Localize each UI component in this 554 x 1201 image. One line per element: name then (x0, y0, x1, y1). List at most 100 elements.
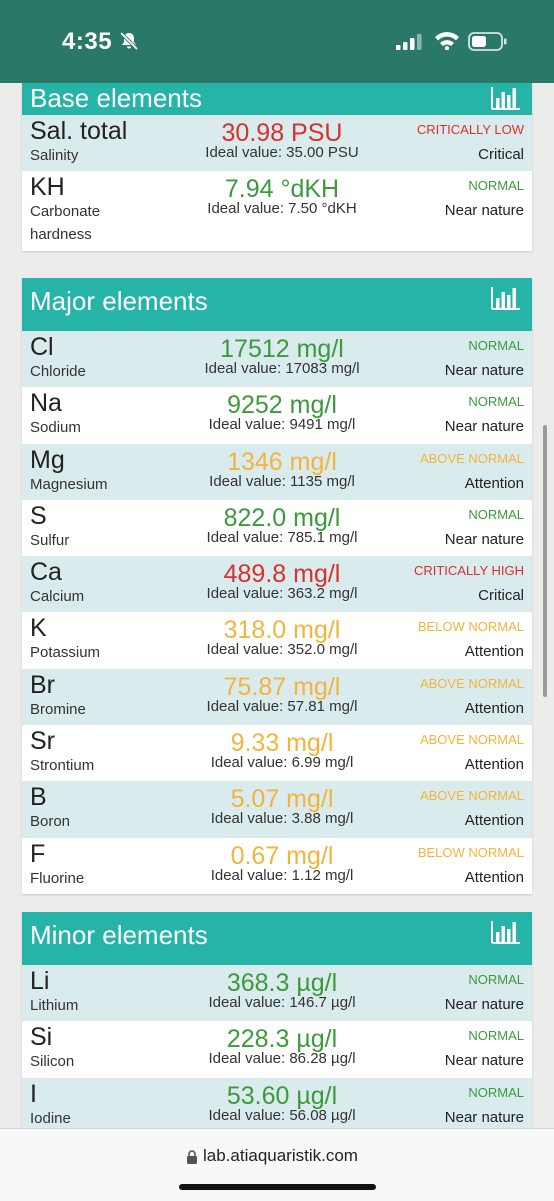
list-item[interactable]: Mg Magnesium 1346 mg/l Ideal value: 1135 mg… (22, 443, 532, 500)
verdict-label: Near nature (444, 1052, 524, 1070)
list-item[interactable]: Sr Strontium 9.33 mg/l Ideal value: 6.99 mg… (22, 725, 532, 781)
measured-value: 30.98 PSU (221, 119, 343, 147)
list-item[interactable]: F Fluorine 0.67 mg/l Ideal value: 1.12 mg/l… (22, 838, 532, 894)
status-badge: NORMAL (468, 178, 524, 194)
verdict-label: Attention (464, 474, 524, 492)
element-name: Calcium (30, 588, 85, 606)
element-symbol: KH (30, 173, 65, 202)
bar-chart-icon[interactable] (490, 84, 522, 112)
element-symbol: K (30, 614, 47, 643)
measured-value: 318.0 mg/l (223, 616, 341, 645)
list-item[interactable]: B Boron 5.07 mg/l Ideal value: 3.88 mg/l ABO… (22, 781, 532, 838)
element-symbol: Si (30, 1023, 53, 1052)
bar-chart-icon[interactable] (490, 918, 522, 946)
list-item[interactable]: Si Silicon 228.3 µg/l Ideal value: 86.28 µg… (22, 1021, 532, 1077)
element-symbol: I (30, 1079, 37, 1108)
measured-value: 228.3 µg/l (226, 1025, 338, 1054)
wifi-icon (435, 32, 459, 50)
ideal-value: Ideal value: 7.50 °dKH (207, 200, 357, 218)
verdict-label: Critical (478, 587, 524, 605)
element-name: Iodine (30, 1109, 71, 1127)
status-bar: 4:35 (0, 0, 554, 83)
list-item[interactable]: K Potassium 318.0 mg/l Ideal value: 352.0 m… (22, 612, 532, 668)
list-item[interactable]: KH Carbonate hardness 7.94 °dKH Ideal va… (22, 171, 532, 251)
element-name: Silicon (30, 1053, 75, 1071)
ideal-value: Ideal value: 3.88 mg/l (210, 810, 354, 828)
bar-chart-icon[interactable] (490, 284, 522, 312)
ideal-value: Ideal value: 56.08 µg/l (208, 1106, 356, 1124)
measured-value: 7.94 °dKH (224, 175, 340, 204)
measured-value: 53.60 µg/l (226, 1081, 338, 1110)
measured-value: 0.67 mg/l (230, 841, 334, 870)
measured-value: 822.0 mg/l (223, 503, 341, 532)
status-time: 4:35 (62, 28, 113, 55)
ideal-value: Ideal value: 86.28 µg/l (208, 1050, 356, 1068)
list-item[interactable]: Cl Chloride 17512 mg/l Ideal value: 17083 m… (22, 331, 532, 388)
ideal-value: Ideal value: 6.99 mg/l (210, 754, 354, 772)
ideal-value: Ideal value: 352.0 mg/l (206, 641, 358, 659)
verdict-label: Near nature (444, 362, 524, 379)
major-elements-list: Cl Chloride 17512 mg/l Ideal value: 17083 m… (22, 331, 532, 894)
element-symbol: Cl (30, 333, 54, 361)
status-badge: NORMAL (468, 1028, 524, 1044)
element-symbol: Na (30, 389, 62, 418)
home-indicator (179, 1184, 376, 1190)
section-title: Base elements (30, 83, 202, 113)
ideal-value: Ideal value: 146.7 µg/l (208, 994, 356, 1011)
measured-value: 17512 mg/l (220, 335, 344, 363)
measured-value: 75.87 mg/l (223, 672, 341, 701)
measured-value: 5.07 mg/l (230, 785, 334, 814)
element-name: Carbonate hardness (30, 203, 101, 244)
ideal-value: Ideal value: 9491 mg/l (208, 416, 356, 434)
url-text[interactable]: lab.atiaquaristik.com (203, 1146, 358, 1165)
status-badge: NORMAL (468, 506, 524, 522)
major-elements-header: Major elements (22, 278, 532, 331)
ideal-value: Ideal value: 1.12 mg/l (210, 866, 354, 884)
base-elements-card: Base elements Sal. total Salinity 30.98 … (22, 83, 532, 252)
status-badge: CRITICALLY HIGH (413, 563, 524, 579)
element-symbol: Ca (30, 558, 62, 587)
measured-value: 9.33 mg/l (230, 729, 334, 758)
cellular-signal-icon (396, 34, 422, 50)
verdict-label: Near nature (444, 202, 524, 220)
list-item[interactable]: Sal. total Salinity 30.98 PSU Ideal valu… (22, 115, 532, 172)
battery-icon (468, 32, 507, 51)
verdict-label: Attention (464, 643, 524, 661)
status-badge: ABOVE NORMAL (419, 732, 524, 748)
scrollbar[interactable] (543, 425, 547, 697)
list-item[interactable]: Br Bromine 75.87 mg/l Ideal value: 57.81 mg… (22, 668, 532, 726)
verdict-label: Attention (464, 699, 524, 717)
element-name: Chloride (30, 363, 86, 380)
verdict-label: Attention (464, 812, 524, 830)
status-badge: NORMAL (468, 338, 524, 353)
status-badge: BELOW NORMAL (417, 619, 524, 635)
verdict-label: Attention (464, 756, 524, 774)
element-symbol: Li (30, 967, 50, 995)
major-elements-card: Major elements Cl Chloride 17512 mg/l Ideal… (22, 278, 532, 894)
ideal-value: Ideal value: 35.00 PSU (205, 144, 359, 161)
ideal-value: Ideal value: 1135 mg/l (209, 472, 355, 490)
list-item[interactable]: Ca Calcium 489.8 mg/l Ideal value: 363.2 mg… (22, 556, 532, 613)
minor-elements-header: Minor elements (22, 912, 532, 965)
element-name: Sulfur (30, 531, 70, 549)
list-item[interactable]: Na Sodium 9252 mg/l Ideal value: 9491 mg/l N… (22, 387, 532, 443)
verdict-label: Critical (478, 146, 524, 163)
status-badge: NORMAL (468, 394, 524, 410)
element-symbol: B (30, 783, 47, 812)
verdict-label: Near nature (444, 996, 524, 1013)
element-name: Fluorine (30, 869, 85, 887)
measured-value: 1346 mg/l (227, 447, 337, 476)
measured-value: 368.3 µg/l (226, 969, 338, 997)
verdict-label: Near nature (444, 1108, 524, 1126)
minor-elements-card: Minor elements Li Lithium 368.3 µg/l Ideal … (22, 912, 532, 1128)
list-item[interactable]: I Iodine 53.60 µg/l Ideal value: 56.08 µg/l… (22, 1077, 532, 1128)
status-badge: BELOW NORMAL (417, 844, 524, 860)
list-item[interactable]: Li Lithium 368.3 µg/l Ideal value: 146.7 µg… (22, 965, 532, 1022)
element-name: Boron (30, 813, 71, 831)
ideal-value: Ideal value: 363.2 mg/l (206, 585, 358, 603)
element-name: Strontium (30, 757, 95, 775)
base-elements-header: Base elements (22, 83, 532, 115)
browser-address-bar[interactable]: lab.atiaquaristik.com (0, 1128, 554, 1201)
list-item[interactable]: S Sulfur 822.0 mg/l Ideal value: 785.1 mg/l… (22, 500, 532, 556)
verdict-label: Near nature (444, 418, 524, 436)
